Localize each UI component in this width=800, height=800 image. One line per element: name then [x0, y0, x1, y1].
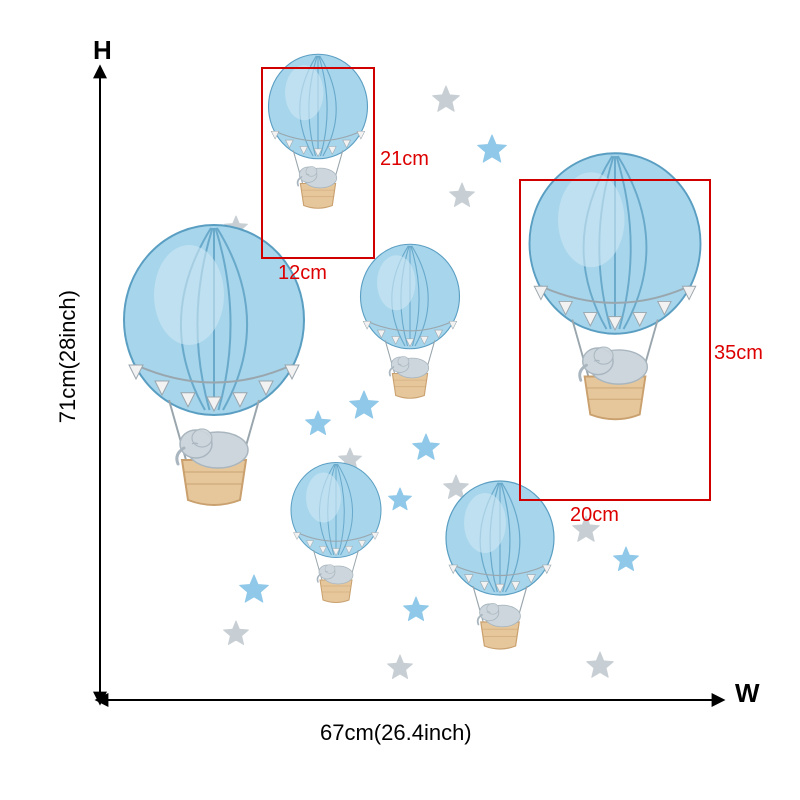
dimension-height: 71cm(28inch)	[55, 290, 81, 423]
overlay-svg	[0, 0, 800, 800]
axis-label-w: W	[735, 678, 760, 709]
axis-label-h: H	[93, 35, 112, 66]
dimension-width: 67cm(26.4inch)	[320, 720, 472, 746]
callout-large-width: 20cm	[570, 504, 619, 527]
diagram-stage: H W 71cm(28inch) 67cm(26.4inch) 21cm 12c…	[0, 0, 800, 800]
callout-small-height: 21cm	[380, 148, 429, 171]
callout-large-height: 35cm	[714, 342, 763, 365]
callout-small-width: 12cm	[278, 262, 327, 285]
